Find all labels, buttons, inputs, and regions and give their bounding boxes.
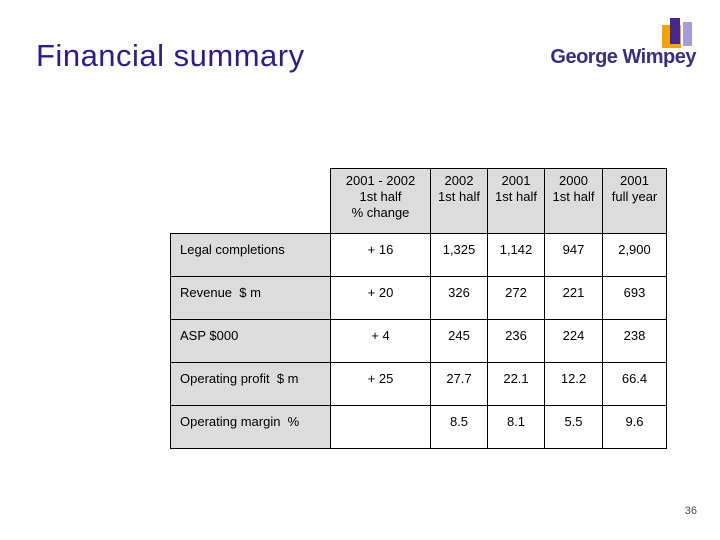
cell-value: 238	[602, 319, 667, 363]
table-row: Operating margin % 8.5 8.1 5.5 9.6	[170, 405, 667, 449]
column-header-line: full year	[611, 189, 658, 204]
cell-value: + 16	[330, 233, 431, 277]
column-header-line: 2002	[444, 173, 474, 188]
column-header-line: 1st half	[359, 189, 402, 204]
page-title: Financial summary	[36, 38, 305, 73]
column-header-line: 1st half	[495, 189, 537, 204]
cell-value: 9.6	[602, 405, 667, 449]
cell-value: 947	[544, 233, 603, 277]
cell-value: 272	[487, 276, 545, 320]
cell-value: 1,325	[430, 233, 488, 277]
column-header-line: % change	[351, 205, 410, 220]
cell-value: 8.1	[487, 405, 545, 449]
cell-value: 221	[544, 276, 603, 320]
table-row: Revenue $ m + 20 326 272 221 693	[170, 276, 667, 320]
table-corner-cell	[171, 169, 331, 234]
cell-value: 8.5	[430, 405, 488, 449]
cell-value: 12.2	[544, 362, 603, 406]
column-header-2001-1h: 2001 1st half	[487, 168, 545, 234]
column-header-line: 2001 - 2002	[345, 173, 416, 188]
cell-value: 66.4	[602, 362, 667, 406]
row-label-revenue: Revenue $ m	[170, 276, 331, 320]
column-header-line: 2001	[501, 173, 531, 188]
column-header-2002-1h: 2002 1st half	[430, 168, 488, 234]
cell-value: 22.1	[487, 362, 545, 406]
column-header-line: 2000	[559, 173, 588, 188]
column-header-2001-fy: 2001 full year	[602, 168, 667, 234]
table-row: Operating profit $ m + 25 27.7 22.1 12.2…	[170, 362, 667, 406]
cell-value: 693	[602, 276, 667, 320]
row-label-operating-profit: Operating profit $ m	[170, 362, 331, 406]
cell-value: 27.7	[430, 362, 488, 406]
table-header-row: 2001 - 2002 1st half % change 2002 1st h…	[171, 168, 667, 234]
financial-summary-table: 2001 - 2002 1st half % change 2002 1st h…	[170, 168, 667, 449]
cell-value: 2,900	[602, 233, 667, 277]
cell-value: 5.5	[544, 405, 603, 449]
george-wimpey-logo-icon	[659, 17, 696, 49]
cell-value: + 4	[330, 319, 431, 363]
column-header-line: 2001	[620, 173, 649, 188]
row-label-legal-completions: Legal completions	[170, 233, 331, 277]
row-label-asp: ASP $000	[170, 319, 331, 363]
column-header-change: 2001 - 2002 1st half % change	[330, 168, 431, 234]
cell-value	[330, 405, 431, 449]
table-row: ASP $000 + 4 245 236 224 238	[170, 319, 667, 363]
row-label-operating-margin: Operating margin %	[170, 405, 331, 449]
column-header-2000-1h: 2000 1st half	[544, 168, 603, 234]
cell-value: + 20	[330, 276, 431, 320]
slide-page-number: 36	[684, 505, 697, 517]
column-header-line: 1st half	[438, 189, 480, 204]
cell-value: 1,142	[487, 233, 545, 277]
cell-value: + 25	[330, 362, 431, 406]
cell-value: 224	[544, 319, 603, 363]
cell-value: 245	[430, 319, 488, 363]
cell-value: 236	[487, 319, 545, 363]
logo-wordmark: George Wimpey	[550, 46, 696, 68]
george-wimpey-logo: George Wimpey	[550, 17, 696, 69]
column-header-line: 1st half	[552, 189, 595, 204]
cell-value: 326	[430, 276, 488, 320]
table-row: Legal completions + 16 1,325 1,142 947 2…	[170, 233, 667, 277]
